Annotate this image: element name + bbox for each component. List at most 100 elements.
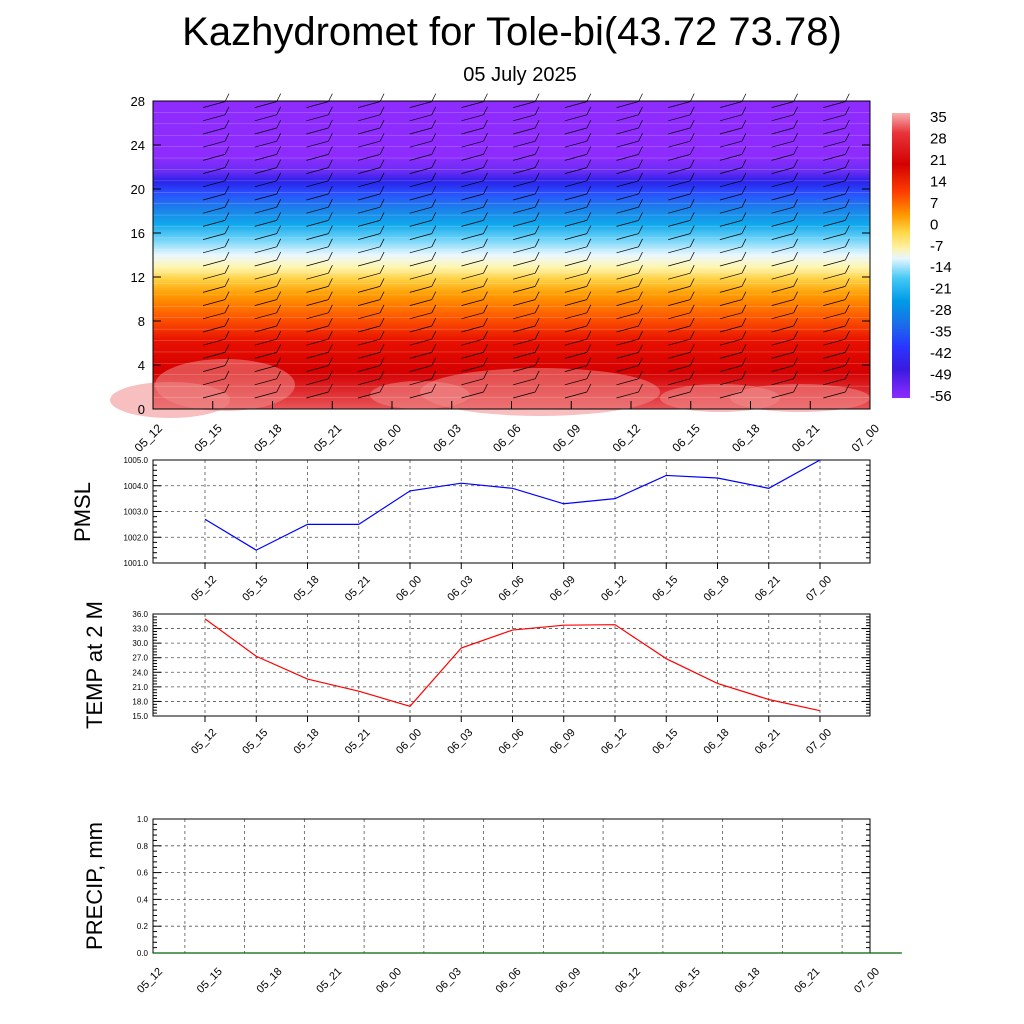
wind-barb (771, 225, 798, 240)
wind-barb (719, 370, 747, 386)
colorbar-label: -56 (930, 388, 952, 405)
x-tick-label: 07_00 (804, 574, 834, 604)
wind-barb (564, 304, 592, 320)
wind-barb (202, 93, 230, 108)
wind-barb (357, 370, 385, 386)
x-tick-label: 06_18 (729, 421, 763, 455)
wind-barb (668, 146, 695, 161)
colorbar-label: -35 (930, 324, 952, 341)
wind-barb (513, 225, 540, 240)
wind-barb (823, 146, 850, 161)
wind-barb (564, 357, 592, 372)
wind-barb (564, 291, 592, 306)
wind-barb (564, 238, 592, 254)
wind-barb (668, 106, 695, 122)
wind-barb (771, 238, 798, 254)
wind-barb (306, 331, 333, 346)
wind-barb (719, 225, 747, 240)
wind-barb (616, 106, 643, 122)
wind-barb (668, 93, 695, 108)
x-tick-label: 05_12 (189, 574, 219, 604)
x-tick-label: 06_18 (702, 727, 732, 757)
colorbar-label: 14 (930, 173, 947, 190)
wind-barb (254, 159, 282, 174)
wind-barb (306, 172, 333, 188)
wind-barb (616, 304, 643, 320)
wind-barb (564, 331, 592, 346)
wind-barb (254, 238, 282, 254)
colorbar-label: 0 (930, 216, 938, 233)
wind-barb (409, 370, 437, 386)
y-tick-label: 1002.0 (124, 533, 149, 542)
wind-barb (202, 185, 230, 201)
wind-barb (616, 93, 643, 108)
y-axis-label: TEMP at 2 M (82, 601, 107, 729)
wind-barb (668, 212, 695, 227)
wind-barb (409, 106, 437, 122)
wind-barb (461, 383, 488, 399)
wind-barb (513, 265, 540, 280)
x-tick-label: 06_21 (753, 727, 783, 757)
wind-barb (771, 212, 798, 227)
wind-barb (409, 238, 437, 254)
wind-barb (409, 251, 437, 267)
wind-barb (616, 278, 643, 293)
colorbar (892, 113, 910, 398)
chart-subtitle: 05 July 2025 (463, 64, 577, 86)
wind-barb (306, 185, 333, 201)
wind-barb (461, 344, 488, 359)
wind-barb (823, 251, 850, 267)
colorbar-label: -21 (930, 281, 952, 298)
wind-barb (771, 331, 798, 346)
y-tick-label: 24.0 (132, 668, 148, 677)
x-tick-label: 06_12 (610, 421, 644, 455)
x-tick-label: 06_18 (733, 966, 763, 996)
wind-barb (823, 370, 850, 386)
wind-barb (771, 185, 798, 201)
wind-barb (357, 304, 385, 320)
wind-barb (668, 331, 695, 346)
wind-barb (202, 317, 230, 333)
y-tick-label: 1001.0 (124, 559, 149, 568)
wind-barb (202, 172, 230, 188)
wind-barb (823, 357, 850, 372)
wind-barb (668, 238, 695, 254)
wind-barb (616, 185, 643, 201)
wind-barb (719, 93, 747, 108)
wind-barb (409, 357, 437, 372)
wind-barb (357, 238, 385, 254)
wind-barb (564, 251, 592, 267)
wind-barb (668, 265, 695, 280)
wind-barb (409, 172, 437, 188)
wind-barb (823, 172, 850, 188)
x-tick-label: 05_18 (292, 727, 322, 757)
wind-barb (513, 93, 540, 108)
x-tick-label: 05_21 (343, 574, 373, 604)
wind-barb (357, 317, 385, 333)
wind-barb (409, 199, 437, 214)
wind-barb (357, 199, 385, 214)
wind-barb (513, 357, 540, 372)
wind-barb (513, 106, 540, 122)
wind-barb (513, 251, 540, 267)
wind-barb (202, 265, 230, 280)
y-tick-label: 0 (138, 402, 145, 417)
series-line (204, 618, 821, 712)
wind-barb (771, 159, 798, 174)
x-tick-label: 06_15 (650, 727, 680, 757)
wind-barb (823, 133, 850, 148)
wind-barb (719, 159, 747, 174)
x-tick-label: 05_18 (255, 966, 285, 996)
wind-barb (771, 383, 798, 399)
wind-barb (254, 370, 282, 386)
wind-barb (357, 265, 385, 280)
wind-barb (616, 344, 643, 359)
wind-barb (461, 317, 488, 333)
wind-barb (771, 93, 798, 108)
wind-barb (823, 238, 850, 254)
wind-barb (409, 304, 437, 320)
wind-barb (823, 265, 850, 280)
wind-barb (564, 133, 592, 148)
wind-barb (668, 185, 695, 201)
wind-barb (513, 238, 540, 254)
